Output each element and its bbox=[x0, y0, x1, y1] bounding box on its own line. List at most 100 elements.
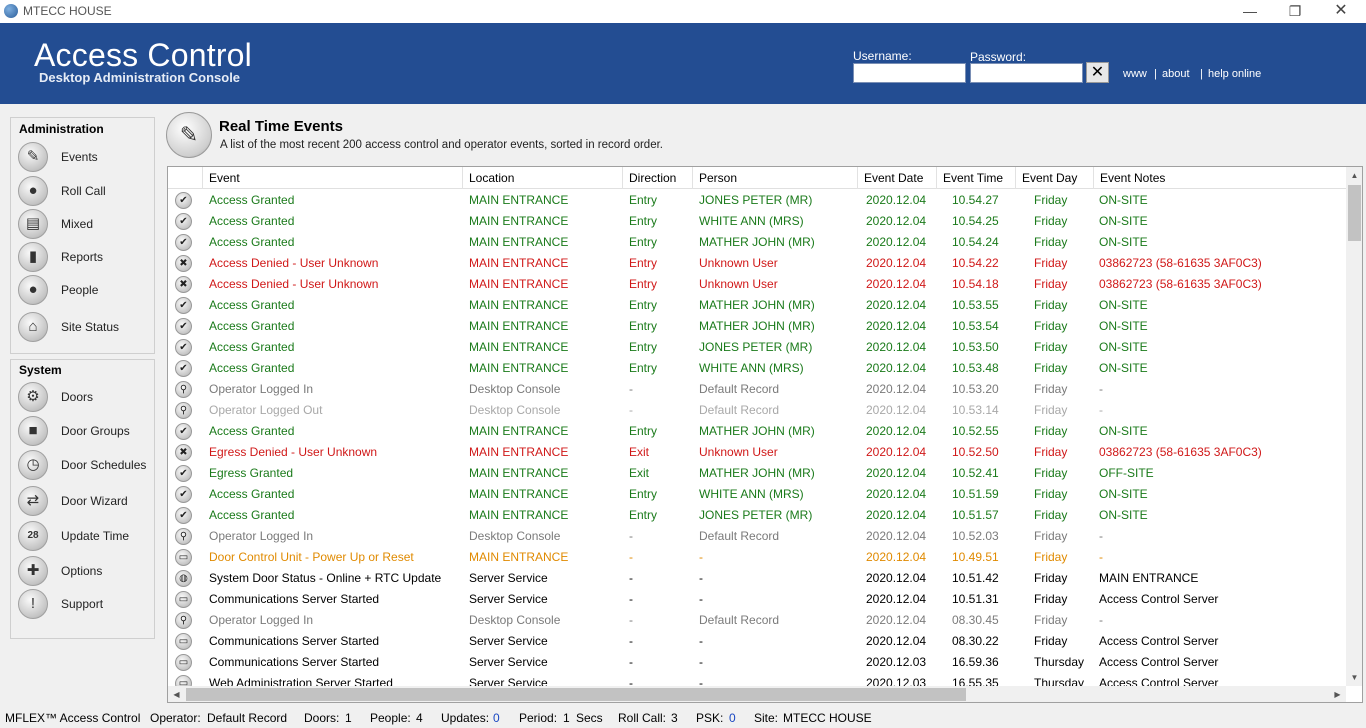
column-header-event-day[interactable]: Event Day bbox=[1015, 167, 1093, 189]
scroll-up-arrow-icon[interactable]: ▲ bbox=[1350, 171, 1359, 180]
sidebar-item-people[interactable]: ● People bbox=[18, 275, 158, 305]
sidebar-item-door-groups[interactable]: ■ Door Groups bbox=[18, 416, 158, 446]
column-header-event[interactable]: Event bbox=[202, 167, 462, 189]
table-row[interactable]: ✔ Access Granted MAIN ENTRANCE Entry JONES P… bbox=[168, 505, 1346, 526]
arrows-icon: ⇄ bbox=[18, 486, 48, 516]
table-row[interactable]: ⚲ Operator Logged Out Desktop Console - Defa… bbox=[168, 400, 1346, 421]
cell-time: 10.51.57 bbox=[952, 508, 999, 522]
cell-day: Friday bbox=[1034, 592, 1068, 606]
sidebar-item-roll-call[interactable]: ● Roll Call bbox=[18, 176, 158, 206]
monitor-icon: ▭ bbox=[175, 591, 192, 608]
cell-time: 16.59.36 bbox=[952, 655, 999, 669]
table-row[interactable]: ▭ Web Administration Server Started Server… bbox=[168, 673, 1346, 686]
table-row[interactable]: ✔ Access Granted MAIN ENTRANCE Entry WHITE A… bbox=[168, 484, 1346, 505]
vertical-scrollbar[interactable]: ▲ ▼ bbox=[1346, 167, 1362, 686]
column-header-direction[interactable]: Direction bbox=[622, 167, 692, 189]
horizontal-scrollbar[interactable]: ◀ ▶ bbox=[168, 686, 1346, 702]
sidebar-item-support[interactable]: ! Support bbox=[18, 589, 158, 619]
person-icon: ● bbox=[18, 176, 48, 206]
sidebar-item-site-status[interactable]: ⌂ Site Status bbox=[18, 312, 158, 342]
username-input[interactable] bbox=[853, 63, 966, 83]
cell-day: Friday bbox=[1034, 571, 1068, 585]
cell-person: JONES PETER (MR) bbox=[699, 340, 813, 354]
column-header-event-notes[interactable]: Event Notes bbox=[1093, 167, 1346, 189]
clear-login-button[interactable]: ✕ bbox=[1086, 62, 1109, 83]
check-icon: ✔ bbox=[175, 360, 192, 377]
table-row[interactable]: ✔ Egress Granted MAIN ENTRANCE Exit MATHER J… bbox=[168, 463, 1346, 484]
close-window-button[interactable]: ✕ bbox=[1334, 2, 1348, 19]
cell-day: Friday bbox=[1034, 445, 1068, 459]
app-globe-icon bbox=[4, 4, 18, 18]
maximize-button[interactable]: ❐ bbox=[1288, 3, 1302, 19]
cell-time: 10.53.50 bbox=[952, 340, 999, 354]
cell-event: Access Granted bbox=[209, 340, 295, 354]
sidebar-item-door-wizard[interactable]: ⇄ Door Wizard bbox=[18, 486, 158, 516]
sidebar-item-reports[interactable]: ▮ Reports bbox=[18, 242, 158, 272]
table-row[interactable]: ▭ Door Control Unit - Power Up or Reset MA… bbox=[168, 547, 1346, 568]
cell-notes: 03862723 (58-61635 3AF0C3) bbox=[1099, 445, 1262, 459]
table-row[interactable]: ✔ Access Granted MAIN ENTRANCE Entry WHITE A… bbox=[168, 211, 1346, 232]
cell-day: Friday bbox=[1034, 424, 1068, 438]
table-row[interactable]: ✔ Access Granted MAIN ENTRANCE Entry MATHER … bbox=[168, 295, 1346, 316]
sidebar-item-door-schedules[interactable]: ◷ Door Schedules bbox=[18, 450, 158, 480]
sidebar-item-mixed[interactable]: ▤ Mixed bbox=[18, 209, 158, 239]
scroll-right-arrow-icon[interactable]: ▶ bbox=[1334, 690, 1341, 699]
sidebar-item-options[interactable]: ✚ Options bbox=[18, 556, 158, 586]
cell-day: Friday bbox=[1034, 193, 1068, 207]
cell-person: Unknown User bbox=[699, 277, 778, 291]
cell-location: Desktop Console bbox=[469, 403, 561, 417]
check-icon: ✔ bbox=[175, 234, 192, 251]
table-row[interactable]: ✖ Egress Denied - User Unknown MAIN ENTRAN… bbox=[168, 442, 1346, 463]
vertical-scroll-thumb[interactable] bbox=[1348, 185, 1361, 241]
table-row[interactable]: ▭ Communications Server Started Server Ser… bbox=[168, 652, 1346, 673]
events-grid[interactable]: Event Location Direction Person Event Date Ev… bbox=[167, 166, 1363, 703]
table-row[interactable]: ✔ Access Granted MAIN ENTRANCE Entry JONES P… bbox=[168, 337, 1346, 358]
status-psk-label: PSK: bbox=[696, 711, 724, 725]
www-link[interactable]: www bbox=[1123, 68, 1147, 80]
horizontal-scroll-thumb[interactable] bbox=[186, 688, 966, 701]
cell-direction: Entry bbox=[629, 361, 658, 375]
cell-direction: Exit bbox=[629, 445, 650, 459]
table-row[interactable]: ✔ Access Granted MAIN ENTRANCE Entry MATHER … bbox=[168, 232, 1346, 253]
column-header-location[interactable]: Location bbox=[462, 167, 622, 189]
table-row[interactable]: ✖ Access Denied - User Unknown MAIN ENTRAN… bbox=[168, 253, 1346, 274]
cell-date: 2020.12.04 bbox=[866, 214, 927, 228]
cell-location: MAIN ENTRANCE bbox=[469, 508, 569, 522]
table-row[interactable]: ◍ System Door Status - Online + RTC Updat… bbox=[168, 568, 1346, 589]
table-row[interactable]: ✔ Access Granted MAIN ENTRANCE Entry MATHER … bbox=[168, 421, 1346, 442]
password-input[interactable] bbox=[970, 63, 1083, 83]
grid-rows[interactable]: ✔ Access Granted MAIN ENTRANCE Entry JONES P… bbox=[168, 190, 1346, 686]
table-row[interactable]: ⚲ Operator Logged In Desktop Console - Defau… bbox=[168, 526, 1346, 547]
scroll-left-arrow-icon[interactable]: ◀ bbox=[173, 690, 180, 699]
help-online-link[interactable]: help online bbox=[1208, 68, 1262, 80]
cell-direction: Entry bbox=[629, 487, 658, 501]
cell-direction: - bbox=[629, 403, 633, 417]
cell-person: - bbox=[699, 571, 703, 585]
sidebar-item-events[interactable]: ✎ Events bbox=[18, 142, 158, 172]
cell-time: 10.54.18 bbox=[952, 277, 999, 291]
scroll-down-arrow-icon[interactable]: ▼ bbox=[1350, 673, 1359, 682]
table-row[interactable]: ▭ Communications Server Started Server Ser… bbox=[168, 589, 1346, 610]
table-row[interactable]: ▭ Communications Server Started Server Ser… bbox=[168, 631, 1346, 652]
table-row[interactable]: ✖ Access Denied - User Unknown MAIN ENTRAN… bbox=[168, 274, 1346, 295]
sidebar-item-doors[interactable]: ⚙ Doors bbox=[18, 382, 158, 412]
table-row[interactable]: ⚲ Operator Logged In Desktop Console - Defau… bbox=[168, 610, 1346, 631]
status-people-label: People: bbox=[370, 711, 411, 725]
cell-person: Default Record bbox=[699, 403, 780, 417]
column-header-event-date[interactable]: Event Date bbox=[857, 167, 936, 189]
column-header-event-time[interactable]: Event Time bbox=[936, 167, 1015, 189]
operator-key-icon: ⚲ bbox=[175, 381, 192, 398]
app-header: Access Control Desktop Administration Co… bbox=[0, 23, 1366, 104]
table-row[interactable]: ✔ Access Granted MAIN ENTRANCE Entry JONES P… bbox=[168, 190, 1346, 211]
cell-notes: OFF-SITE bbox=[1099, 466, 1154, 480]
table-row[interactable]: ✔ Access Granted MAIN ENTRANCE Entry WHITE A… bbox=[168, 358, 1346, 379]
about-link[interactable]: about bbox=[1162, 68, 1190, 80]
table-row[interactable]: ⚲ Operator Logged In Desktop Console - Defau… bbox=[168, 379, 1346, 400]
table-row[interactable]: ✔ Access Granted MAIN ENTRANCE Entry MATHER … bbox=[168, 316, 1346, 337]
sidebar-item-update-time[interactable]: 28 Update Time bbox=[18, 521, 158, 551]
cell-date: 2020.12.04 bbox=[866, 445, 927, 459]
column-header-person[interactable]: Person bbox=[692, 167, 857, 189]
cell-event: Communications Server Started bbox=[209, 634, 380, 648]
cell-person: Default Record bbox=[699, 613, 780, 627]
minimize-button[interactable]: — bbox=[1243, 3, 1257, 19]
